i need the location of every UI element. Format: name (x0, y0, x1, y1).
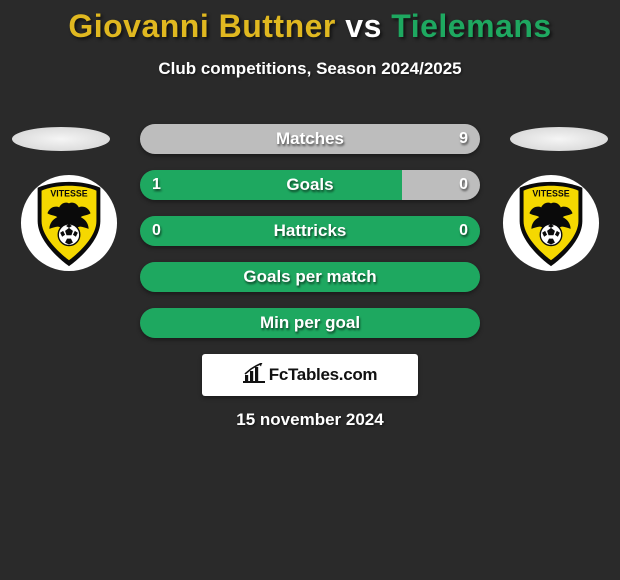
brand-text: FcTables.com (269, 365, 378, 385)
stat-rows: Matches9 Goals10 Hattricks00 Goals per matc… (140, 124, 480, 354)
stat-row: Min per goal (140, 308, 480, 338)
chart-icon (243, 363, 265, 388)
stat-row: Hattricks00 (140, 216, 480, 246)
svg-text:VITESSE: VITESSE (532, 189, 569, 199)
stat-bar-left (140, 308, 480, 338)
stat-bar-right (140, 124, 480, 154)
player-ellipse-right (510, 127, 608, 151)
stat-row: Goals per match (140, 262, 480, 292)
svg-text:VITESSE: VITESSE (50, 189, 87, 199)
page-title: Giovanni Buttner vs Tielemans (0, 0, 620, 45)
date-line: 15 november 2024 (0, 410, 620, 430)
stat-bar-left (140, 262, 480, 292)
comparison-card: Giovanni Buttner vs Tielemans Club compe… (0, 0, 620, 580)
stat-bar-right (402, 170, 480, 200)
brand-inner: FcTables.com (243, 363, 378, 388)
stat-bar-left (140, 216, 480, 246)
vs-separator: vs (336, 8, 391, 44)
stat-row: Goals10 (140, 170, 480, 200)
player2-name: Tielemans (391, 8, 551, 44)
club-badge-right: VITESSE (502, 174, 600, 272)
player1-name: Giovanni Buttner (68, 8, 336, 44)
stat-bar-left (140, 170, 402, 200)
brand-box[interactable]: FcTables.com (202, 354, 418, 396)
club-badge-left: VITESSE (20, 174, 118, 272)
player-ellipse-left (12, 127, 110, 151)
subtitle: Club competitions, Season 2024/2025 (0, 59, 620, 79)
stat-row: Matches9 (140, 124, 480, 154)
